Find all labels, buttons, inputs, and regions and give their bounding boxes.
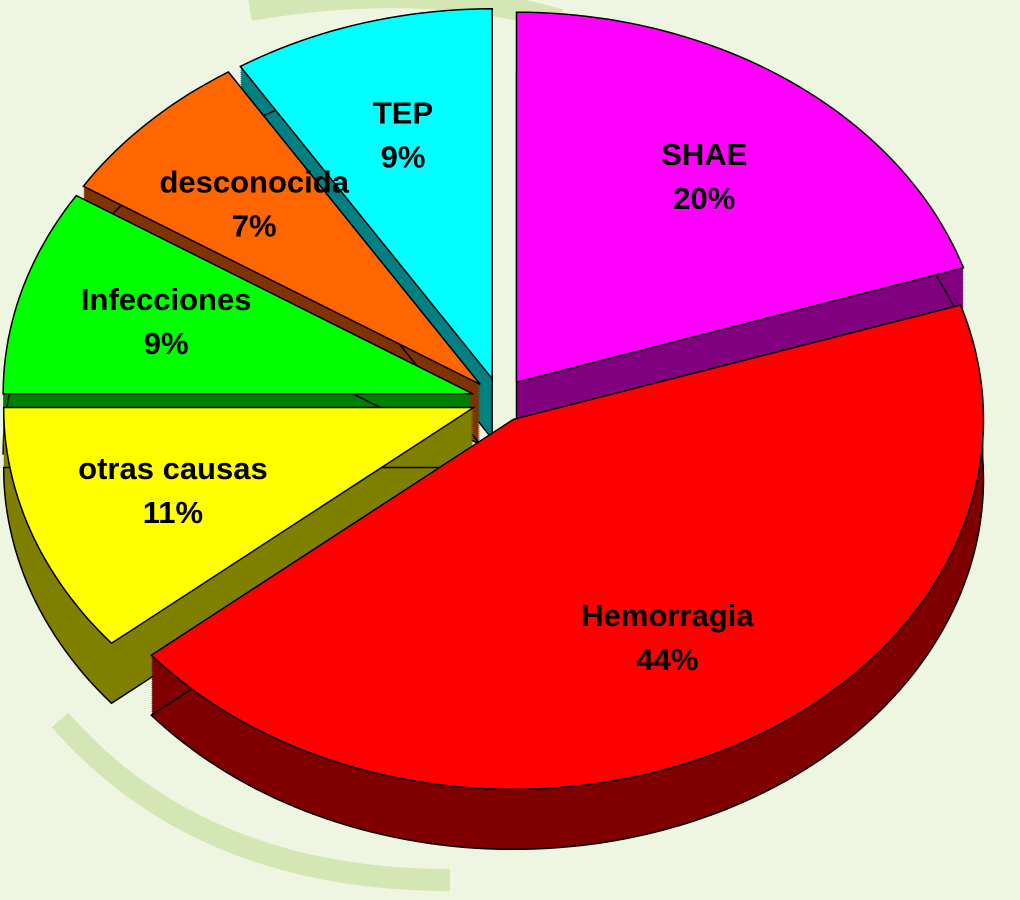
- slice-side-edge: [150, 364, 985, 851]
- slice-label: desconocida: [159, 165, 349, 200]
- slice-value-label: 44%: [636, 642, 698, 677]
- slice: [2, 406, 477, 645]
- slice-label: otras causas: [78, 451, 268, 486]
- slice: [515, 11, 965, 384]
- slice-side-edge: [2, 466, 477, 705]
- slice-value-label: 9%: [381, 139, 426, 174]
- slice-value-label: 7%: [232, 209, 277, 244]
- slice-label: SHAE: [661, 137, 747, 172]
- decor-arc: [51, 712, 451, 891]
- slice-value-label: 11%: [143, 495, 203, 530]
- slice: [150, 304, 985, 791]
- slice: [2, 194, 474, 395]
- slice-value-label: 9%: [144, 326, 189, 361]
- slice-label: TEP: [373, 95, 433, 130]
- slice: [239, 8, 493, 381]
- slice: [82, 71, 481, 386]
- slice-value-label: 20%: [673, 181, 735, 216]
- slice-label: Infecciones: [81, 282, 252, 317]
- decor-arc: [248, 0, 564, 31]
- slice-label: Hemorragia: [581, 598, 754, 633]
